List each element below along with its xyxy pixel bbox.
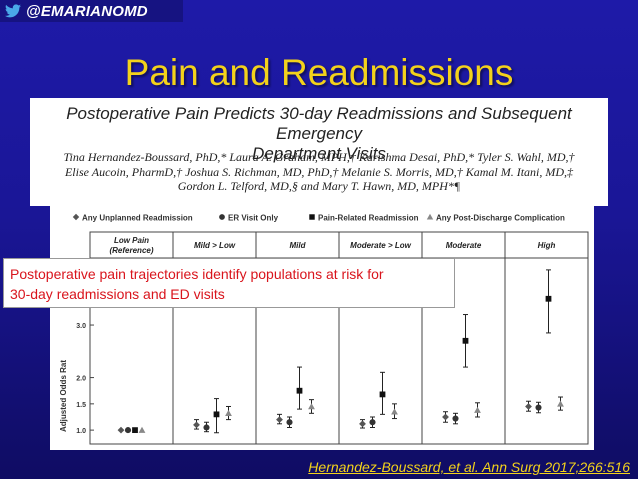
data-point-2-1 xyxy=(213,411,220,418)
data-point-3-2 xyxy=(308,403,315,410)
data-point-2-3 xyxy=(379,391,386,398)
legend-label-1: ER Visit Only xyxy=(228,214,279,223)
data-point-0-0 xyxy=(117,426,125,434)
callout-line-2: 30-day readmissions and ED visits xyxy=(10,286,225,302)
category-label-0: Low Pain xyxy=(114,236,149,245)
legend-label-3: Any Post-Discharge Complication xyxy=(436,214,565,223)
twitter-handle[interactable]: @EMARIANOMD xyxy=(0,0,183,22)
category-label-2: Mild xyxy=(290,241,307,250)
paper-title-line-2: Department Visits xyxy=(252,144,386,163)
data-point-2-2 xyxy=(296,387,303,394)
data-point-3-3 xyxy=(391,408,398,415)
data-point-1-1 xyxy=(203,424,210,431)
slide-title: Pain and Readmissions xyxy=(124,52,514,93)
paper-title-line-1: Postoperative Pain Predicts 30-day Readm… xyxy=(66,104,572,143)
data-point-1-2 xyxy=(286,419,293,426)
data-point-2-4 xyxy=(462,337,469,344)
y-axis-label: Adjusted Odds Rat xyxy=(59,360,68,432)
data-point-2-5 xyxy=(545,295,552,302)
data-point-3-5 xyxy=(557,400,564,407)
handle-text: @EMARIANOMD xyxy=(26,2,148,20)
authors-line-1: Tina Hernandez-Boussard, PhD,* Laura A. … xyxy=(63,150,575,164)
data-point-0-5 xyxy=(525,403,532,410)
legend-label-0: Any Unplanned Readmission xyxy=(82,214,193,223)
y-tick-label-0: 1.0 xyxy=(76,428,86,435)
category-sublabel-0: (Reference) xyxy=(109,246,153,255)
category-label-5: High xyxy=(538,241,556,250)
legend-marker-1 xyxy=(219,214,225,220)
data-point-3-4 xyxy=(474,406,481,413)
data-point-1-4 xyxy=(452,415,459,422)
category-label-4: Moderate xyxy=(446,241,482,250)
callout-box: Postoperative pain trajectories identify… xyxy=(3,258,455,308)
y-tick-label-2: 2.0 xyxy=(76,376,86,383)
citation-link[interactable]: Hernandez-Boussard, et al. Ann Surg 2017… xyxy=(308,459,630,475)
category-label-3: Moderate > Low xyxy=(350,241,411,250)
data-point-0-3 xyxy=(359,420,366,428)
authors-line-2: Elise Aucoin, PharmD,† Joshua S. Richman… xyxy=(64,164,574,179)
data-point-3-1 xyxy=(225,409,232,417)
data-point-1-0 xyxy=(124,427,132,434)
legend-marker-3 xyxy=(426,213,434,220)
paper-authors: Tina Hernandez-Boussard, PhD,* Laura A. … xyxy=(50,150,588,194)
chart-panel: Any Unplanned Readmission ER Visit Only Pa… xyxy=(50,206,594,450)
data-point-3-0 xyxy=(138,426,146,433)
paper-title: Postoperative Pain Predicts 30-day Readm… xyxy=(30,104,608,164)
twitter-bird-icon xyxy=(5,4,21,18)
category-label-1: Mild > Low xyxy=(194,241,236,250)
legend-marker-0 xyxy=(72,213,80,221)
y-tick-label-1: 1.5 xyxy=(76,402,86,409)
data-point-0-1 xyxy=(193,421,200,429)
data-point-0-2 xyxy=(276,416,283,424)
odds-ratio-chart: Any Unplanned Readmission ER Visit Only Pa… xyxy=(59,213,589,445)
y-tick-label-3: 3.0 xyxy=(76,323,86,330)
data-point-2-0 xyxy=(132,427,138,434)
legend-marker-2 xyxy=(309,214,315,220)
data-point-1-3 xyxy=(369,419,376,426)
data-point-1-5 xyxy=(535,404,542,411)
callout-line-1: Postoperative pain trajectories identify… xyxy=(10,266,384,282)
authors-line-3: Gordon L. Telford, MD,§ and Mary T. Hawn… xyxy=(177,179,461,193)
legend-label-2: Pain-Related Readmission xyxy=(318,214,419,223)
data-point-0-4 xyxy=(442,413,449,421)
paper-header-image: Postoperative Pain Predicts 30-day Readm… xyxy=(30,98,608,206)
